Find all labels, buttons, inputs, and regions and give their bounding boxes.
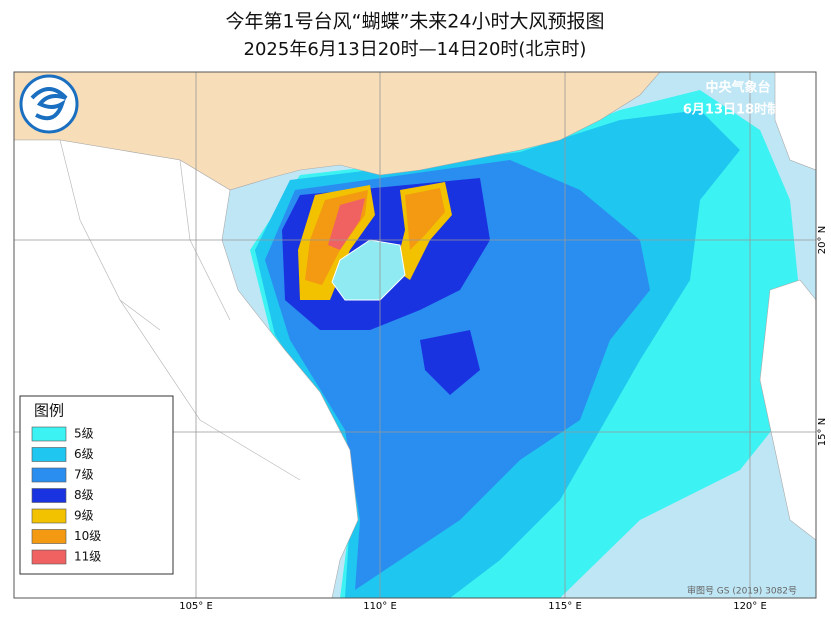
land-taiwan: [774, 72, 816, 171]
legend-box: [19, 395, 174, 575]
legend-swatch: [31, 508, 67, 524]
wind-8-south: [420, 330, 480, 395]
legend-label: 5级: [74, 427, 94, 441]
legend: 图例 5级 6级 7级 8级 9级 10级 11级: [19, 395, 174, 575]
legend-label: 7级: [74, 468, 94, 482]
legend-swatch: [31, 426, 67, 442]
wind-11: [328, 198, 365, 250]
legend-title: 图例: [34, 402, 64, 420]
legend-swatch: [31, 488, 67, 503]
subtitle: 2025年6月13日20时—14日20时(北京时): [244, 39, 587, 60]
legend-label: 10级: [74, 529, 101, 543]
lon-label: 105° E: [179, 601, 213, 612]
lat-label: 20° N: [817, 226, 828, 254]
agency-logo: [19, 74, 79, 134]
legend-label: 11级: [74, 550, 101, 564]
legend-swatch: [31, 467, 67, 483]
legend-swatch: [31, 447, 67, 462]
legend-label: 9级: [74, 509, 94, 523]
legend-label: 6级: [74, 447, 94, 461]
issued-time: 6月13日18时制作: [683, 102, 793, 118]
map-credit: 审图号 GS (2019) 3082号: [687, 585, 797, 597]
legend-swatch: [31, 529, 67, 544]
legend-label: 8级: [74, 488, 94, 502]
title: 今年第1号台风“蝴蝶”未来24小时大风预报图: [226, 11, 605, 33]
lon-label: 115° E: [548, 601, 582, 612]
lon-label: 120° E: [733, 601, 767, 612]
agency-name: 中央气象台: [705, 80, 770, 96]
wind-10-east: [405, 188, 445, 250]
lat-label: 15° N: [817, 418, 828, 446]
land-philippines: [759, 279, 816, 541]
map-area: 中央气象台 6月13日18时制作 审图号 GS (2019) 3082号: [14, 72, 816, 598]
hainan-island: [331, 239, 406, 301]
agency-logo-mark: [30, 87, 68, 121]
legend-swatch: [31, 549, 67, 565]
lon-label: 110° E: [363, 601, 397, 612]
map-frame: [13, 71, 817, 599]
